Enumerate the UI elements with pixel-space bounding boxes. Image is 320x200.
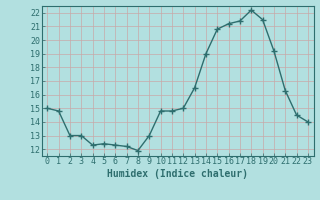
- X-axis label: Humidex (Indice chaleur): Humidex (Indice chaleur): [107, 169, 248, 179]
